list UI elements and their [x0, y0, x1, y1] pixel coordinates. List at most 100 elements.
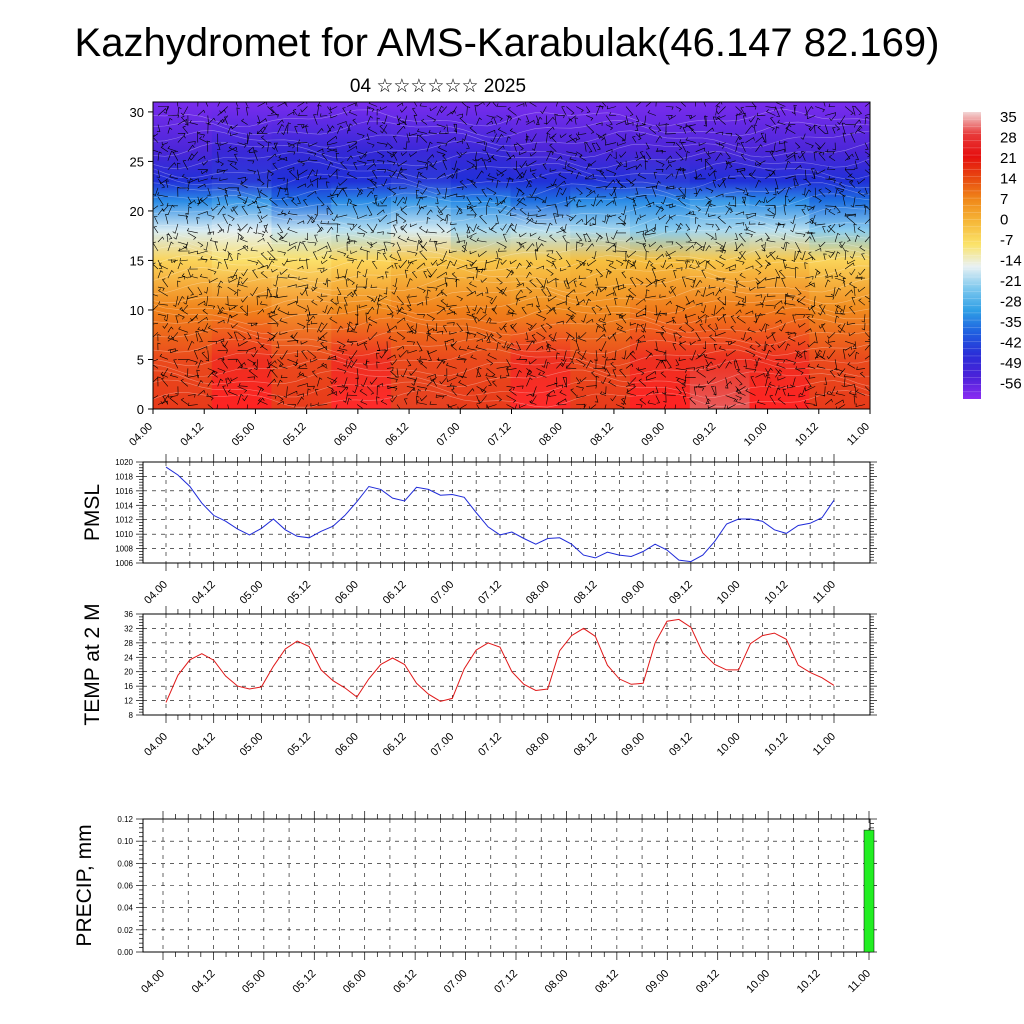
- wind-barb: [366, 223, 375, 234]
- wind-barb: [708, 285, 716, 289]
- wind-barb: [157, 376, 161, 387]
- wind-barb: [400, 223, 408, 231]
- wind-barb: [207, 123, 212, 134]
- wind-barb: [815, 268, 821, 275]
- wind-barb: [396, 214, 407, 224]
- x-tick-label: 07.00: [428, 579, 456, 607]
- wind-barb: [642, 233, 647, 243]
- wind-barb: [811, 169, 816, 180]
- wind-barb: [536, 205, 542, 212]
- wind-barb: [755, 144, 763, 152]
- wind-barb: [297, 304, 308, 313]
- wind-barb: [415, 189, 420, 197]
- wind-barb: [396, 404, 401, 409]
- wind-barb: [554, 377, 558, 384]
- wind-barb: [855, 276, 863, 280]
- wind-barb: [775, 300, 783, 306]
- x-tick-label: 06.00: [341, 968, 369, 996]
- wind-barb: [795, 250, 802, 261]
- wind-barb: [199, 273, 208, 279]
- wind-barb: [239, 305, 248, 315]
- wind-barb: [605, 268, 612, 275]
- wind-barb: [755, 238, 763, 243]
- wind-barb: [380, 196, 388, 205]
- wind-barb: [775, 148, 785, 153]
- wind-barb: [708, 151, 716, 155]
- wind-barb: [673, 332, 677, 342]
- wind-barb: [400, 225, 408, 234]
- wind-barb: [208, 277, 218, 283]
- wind-barb: [635, 115, 640, 122]
- wind-barb: [239, 236, 248, 243]
- wind-barb: [576, 151, 583, 158]
- wind-barb: [758, 221, 766, 226]
- wind-barb: [260, 124, 268, 134]
- wind-barb: [240, 365, 248, 369]
- wind-barb: [755, 160, 766, 166]
- wind-barb: [222, 241, 228, 252]
- wind-barb: [487, 173, 497, 180]
- wind-barb: [406, 341, 416, 345]
- wind-barb: [735, 295, 745, 302]
- wind-barb: [172, 151, 179, 161]
- wind-barb: [777, 341, 786, 349]
- wind-barb: [549, 143, 557, 152]
- wind-barb: [451, 388, 457, 396]
- wind-barb: [368, 102, 378, 107]
- wind-barb: [570, 317, 577, 324]
- wind-barb: [844, 166, 856, 171]
- wind-barb: [536, 116, 543, 125]
- contour-line: [153, 233, 870, 253]
- wind-barb: [828, 154, 836, 161]
- colorbar-label: 28: [1000, 130, 1017, 147]
- wind-barb: [673, 270, 677, 279]
- wind-barb: [307, 315, 316, 324]
- wind-barb: [576, 299, 585, 306]
- x-tick-label: 08.12: [572, 579, 600, 607]
- wind-barb: [705, 361, 713, 369]
- contour-line: [153, 306, 870, 325]
- wind-barb: [768, 381, 776, 387]
- x-tick-label: 08.00: [543, 968, 571, 996]
- contour-line: [153, 192, 870, 211]
- wind-barb: [380, 106, 388, 111]
- wind-barb: [556, 180, 566, 189]
- wind-barb: [268, 361, 278, 369]
- wind-barb: [167, 114, 180, 118]
- wind-barb: [331, 214, 338, 222]
- wind-barb: [153, 332, 159, 338]
- y-tick-label: 1016: [115, 487, 133, 496]
- wind-barb: [400, 106, 408, 113]
- wind-barb: [610, 395, 617, 402]
- wind-barb: [771, 142, 776, 153]
- wind-barb: [526, 377, 533, 387]
- wind-barb: [678, 357, 686, 361]
- wind-barb: [196, 217, 200, 224]
- wind-barb: [790, 377, 796, 387]
- wind-barb: [270, 293, 278, 298]
- wind-barb: [257, 204, 268, 209]
- wind-barb: [519, 356, 527, 360]
- wind-barb: [595, 322, 606, 332]
- wind-barb: [702, 341, 706, 350]
- wind-barb: [292, 109, 298, 116]
- wind-barb: [499, 196, 507, 205]
- wind-barb: [655, 160, 665, 167]
- wind-barb: [247, 322, 258, 327]
- wind-barb: [599, 286, 607, 293]
- wind-barb: [651, 268, 657, 279]
- colorbar-label: -49: [1000, 355, 1022, 372]
- wind-barb: [625, 350, 635, 360]
- wind-barb: [180, 116, 189, 125]
- wind-barb: [376, 341, 381, 352]
- wind-barb: [715, 142, 725, 149]
- wind-barb: [376, 108, 381, 116]
- wind-barb: [536, 345, 544, 351]
- wind-barb: [165, 180, 170, 188]
- wind-barb: [755, 357, 762, 369]
- wind-barb: [327, 241, 332, 252]
- wind-barb: [579, 377, 587, 383]
- x-tick-label: 06.12: [383, 421, 411, 449]
- wind-barb: [228, 277, 238, 283]
- wind-barb: [257, 237, 265, 243]
